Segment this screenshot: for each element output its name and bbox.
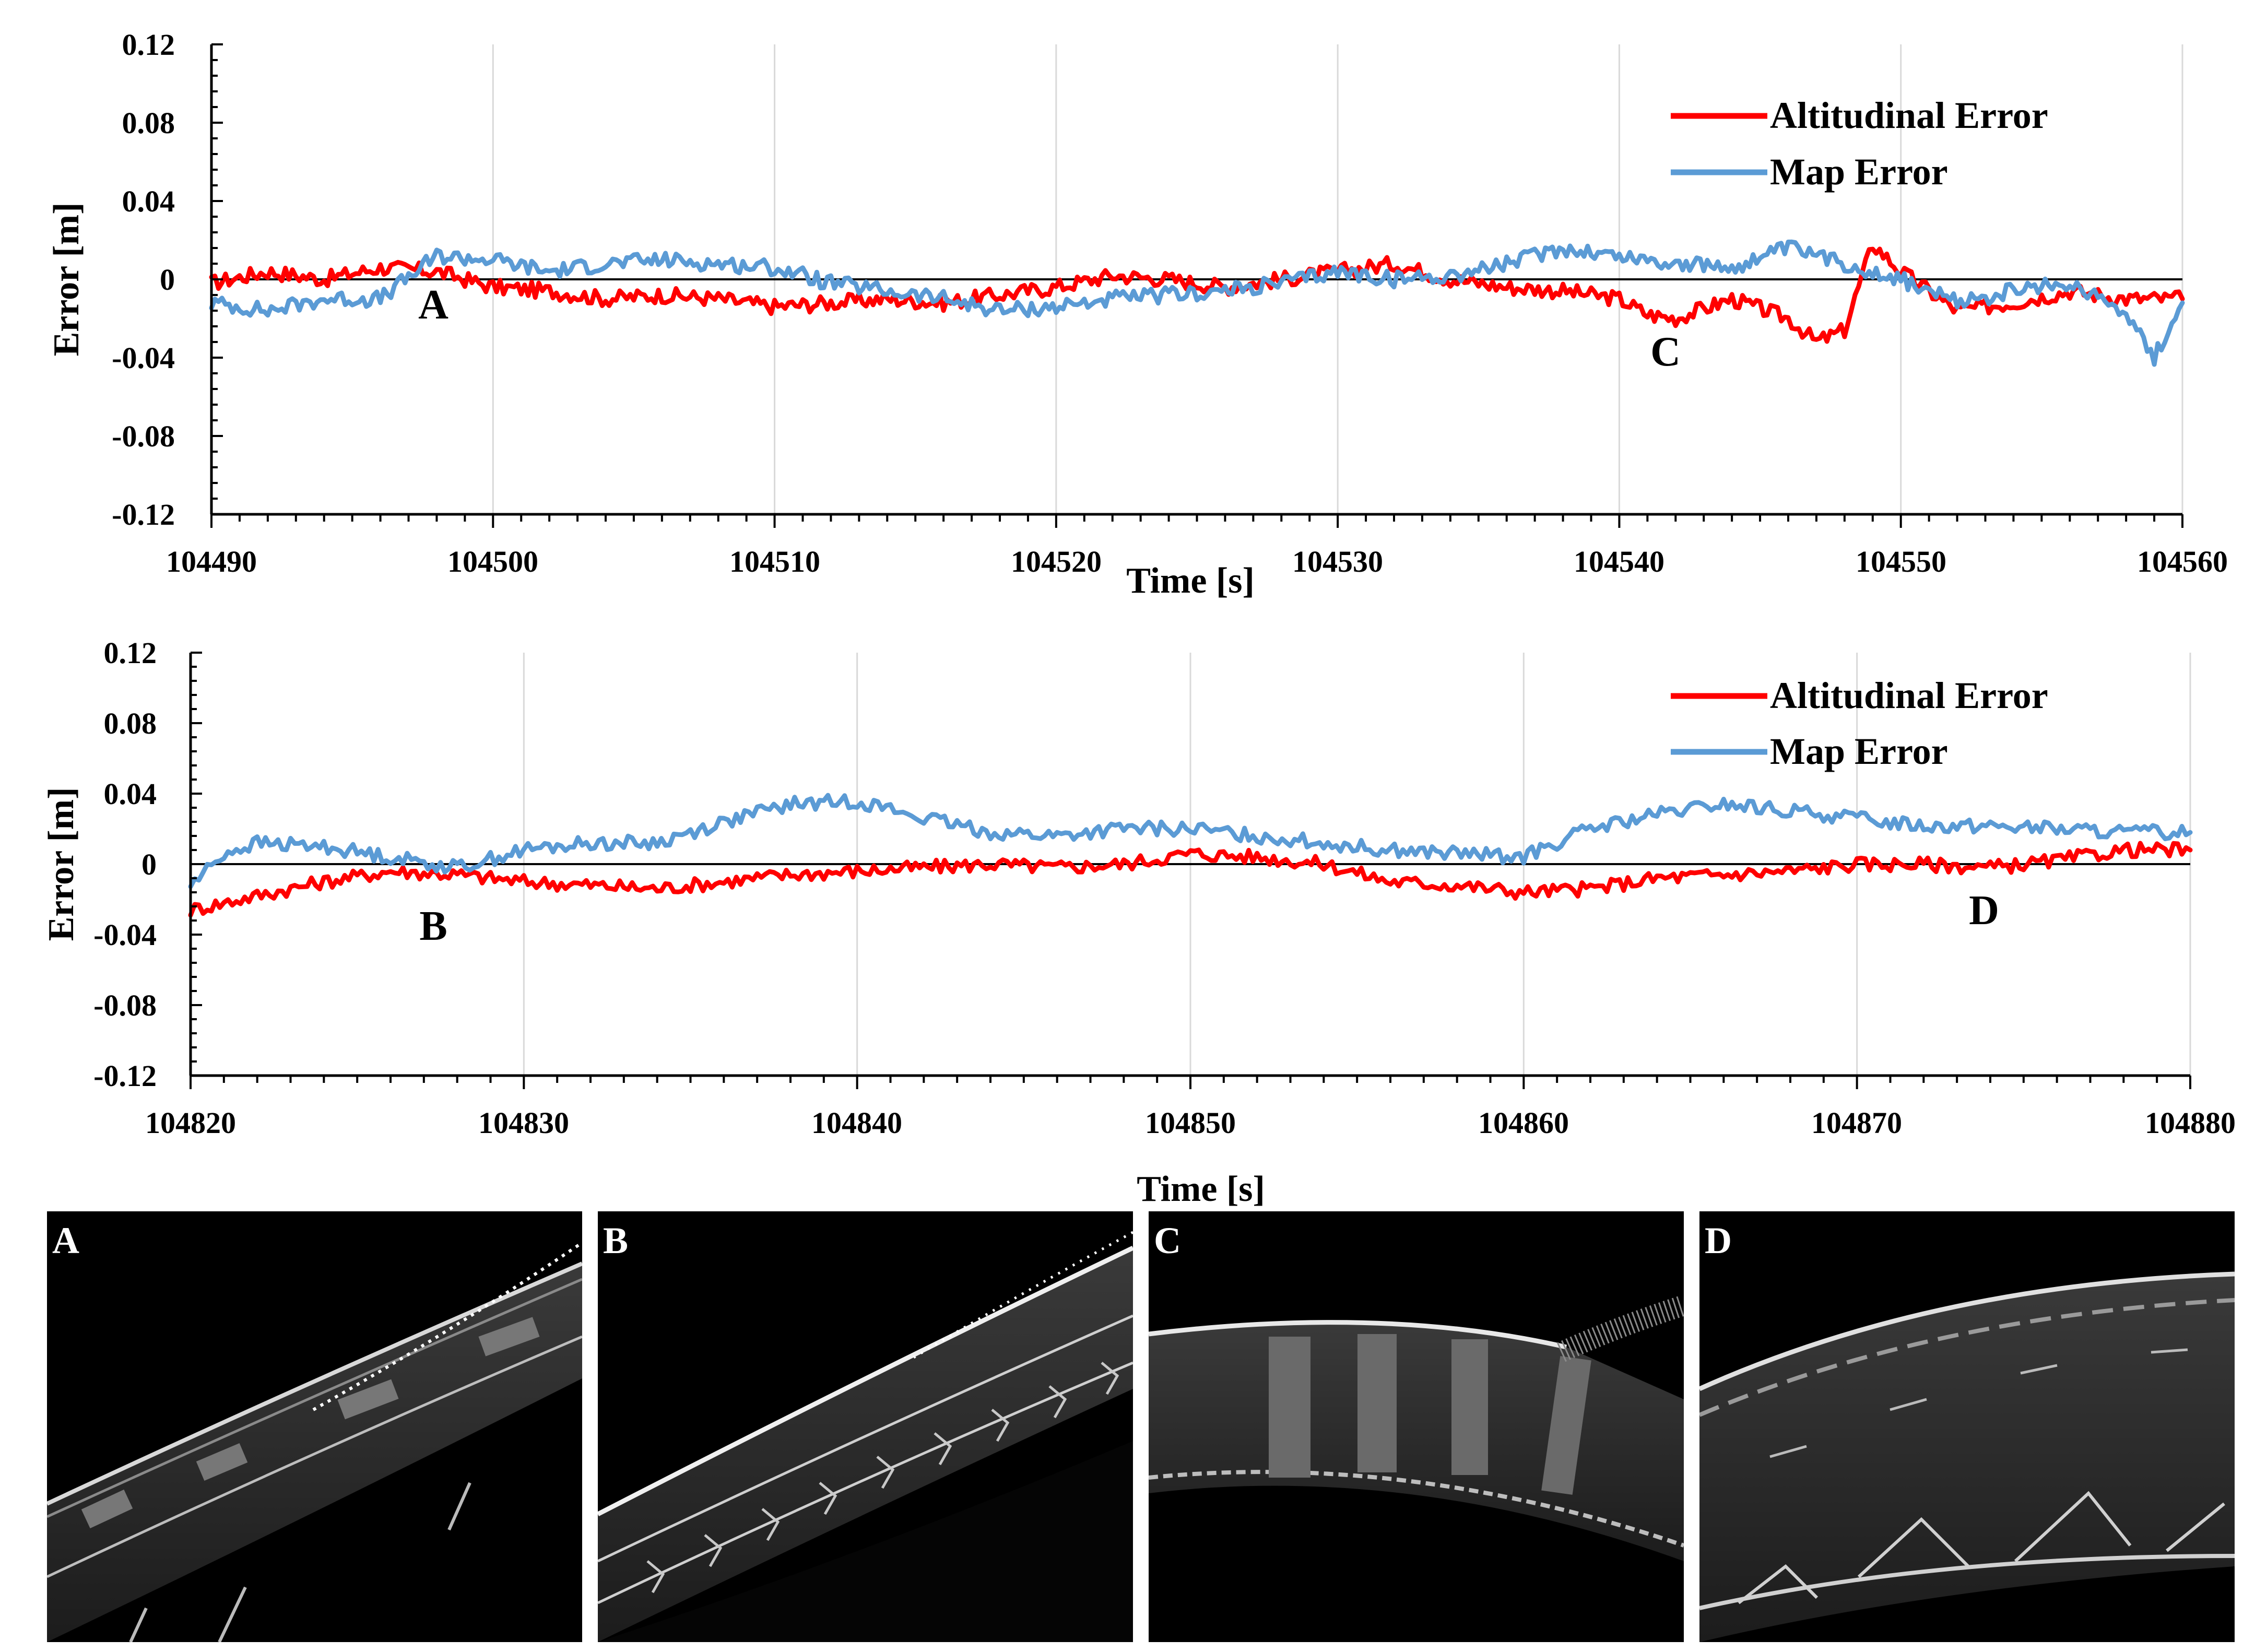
chart-top-x-tick-6: 104550 <box>1856 545 1946 579</box>
chart-top-y-tick-2: 0.04 <box>122 184 175 218</box>
chart-top-y-tick-3: 0 <box>160 263 175 297</box>
chart-top-series <box>209 239 2185 367</box>
chart-bottom-y-label: Error [m] <box>41 787 81 941</box>
chart-bottom-x-tick-1: 104830 <box>478 1106 569 1140</box>
chart-top-x-tick-7: 104560 <box>2137 545 2228 579</box>
image-panel-a <box>47 1211 582 1642</box>
chart-bottom-y-tick-5: -0.08 <box>93 988 157 1022</box>
image-panel-c <box>1149 1211 1684 1642</box>
chart-top: 104490 104500 104510 104520 104530 10454… <box>46 28 2228 601</box>
chart-bottom-legend-label-altitudinal: Altitudinal Error <box>1770 675 2048 716</box>
chart-bottom-y-tick-4: -0.04 <box>93 918 157 952</box>
chart-top-x-tick-1: 104500 <box>447 545 538 579</box>
chart-bottom-series-altitudinal-error <box>188 841 2193 918</box>
chart-bottom-y-tick-6: -0.12 <box>93 1059 157 1093</box>
chart-bottom-y-tick-1: 0.08 <box>104 706 157 740</box>
chart-bottom-x-tick-5: 104870 <box>1811 1106 1902 1140</box>
chart-top-y-tick-0: 0.12 <box>122 28 175 62</box>
chart-top-series-altitudinal-error <box>209 246 2185 344</box>
chart-bottom-x-tick-6: 104880 <box>2145 1106 2236 1140</box>
chart-top-legend-label-map: Map Error <box>1770 151 1948 193</box>
chart-bottom-legend: Altitudinal Error Map Error <box>1671 675 2048 772</box>
chart-bottom-series <box>188 793 2193 918</box>
chart-top-ticks <box>210 43 2183 528</box>
chart-bottom-annotation-b: B <box>419 903 447 949</box>
image-panel-d <box>1699 1211 2235 1642</box>
chart-bottom-y-tick-2: 0.04 <box>104 777 157 811</box>
image-panel-d-label: D <box>1705 1220 1732 1261</box>
chart-top-x-tick-4: 104530 <box>1292 545 1383 579</box>
chart-bottom-y-tick-0: 0.12 <box>104 636 157 670</box>
chart-top-x-tick-5: 104540 <box>1574 545 1664 579</box>
chart-top-x-tick-3: 104520 <box>1011 545 1102 579</box>
chart-top-y-tick-4: -0.04 <box>112 341 175 375</box>
chart-top-y-tick-6: -0.12 <box>112 498 175 532</box>
chart-bottom-y-tick-3: 0 <box>141 847 157 881</box>
chart-bottom-legend-label-map: Map Error <box>1770 730 1948 772</box>
chart-top-legend: Altitudinal Error Map Error <box>1671 95 2048 193</box>
chart-bottom-ticks <box>190 652 2191 1089</box>
chart-bottom-x-label: Time [s] <box>1137 1169 1265 1209</box>
chart-bottom-x-tick-3: 104850 <box>1145 1106 1236 1140</box>
chart-bottom-x-tick-2: 104840 <box>811 1106 902 1140</box>
chart-top-series-map-error <box>209 239 2185 367</box>
chart-top-legend-label-altitudinal: Altitudinal Error <box>1770 95 2048 136</box>
chart-top-annotation-c: C <box>1650 329 1681 375</box>
image-panel-b-label: B <box>603 1220 628 1261</box>
chart-top-y-tick-5: -0.08 <box>112 419 175 453</box>
chart-top-x-tick-0: 104490 <box>166 545 257 579</box>
chart-top-x-label: Time [s] <box>1126 561 1255 601</box>
chart-top-y-label: Error [m] <box>46 203 87 357</box>
chart-bottom-x-tick-0: 104820 <box>145 1106 236 1140</box>
chart-top-annotation-a: A <box>418 282 448 328</box>
image-panel-c-label: C <box>1154 1220 1181 1261</box>
chart-bottom-annotation-d: D <box>1969 888 1999 934</box>
chart-bottom-x-tick-4: 104860 <box>1478 1106 1569 1140</box>
chart-bottom-series-map-error <box>188 793 2193 889</box>
chart-top-y-tick-1: 0.08 <box>122 106 175 140</box>
chart-bottom: 104820 104830 104840 104850 104860 10487… <box>41 636 2236 1209</box>
image-panel-b <box>598 1211 1133 1642</box>
image-panel-a-label: A <box>52 1220 79 1261</box>
chart-top-x-tick-2: 104510 <box>729 545 820 579</box>
